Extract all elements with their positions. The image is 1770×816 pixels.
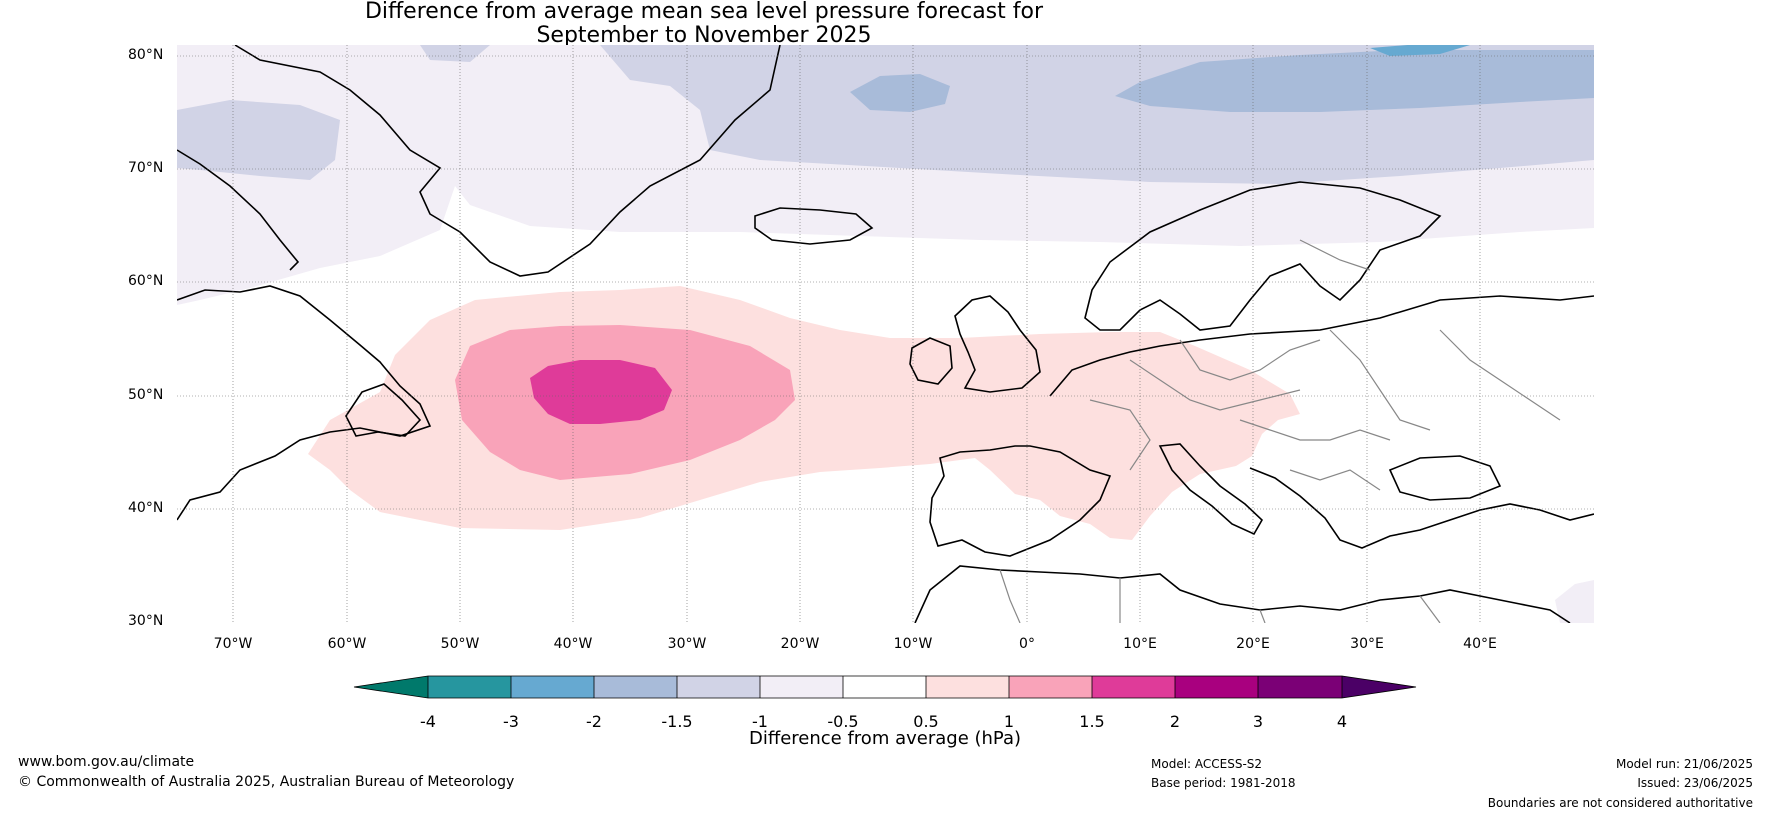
lon-label-30e: 30°E [1350, 636, 1384, 652]
colorbar-bin-10 [1175, 676, 1258, 698]
colorbar-label: -1.5 [661, 712, 693, 731]
title-line-2: September to November 2025 [536, 23, 872, 48]
coastline-ireland [909, 337, 953, 385]
colorbar-bin-6 [843, 676, 926, 698]
colorbar-extend-low [354, 676, 428, 698]
lon-label-30w: 30°W [667, 636, 707, 652]
colorbar-label: 1 [1003, 712, 1015, 731]
border-segment [1239, 419, 1391, 441]
coastline-europe-west [1049, 295, 1594, 397]
border-segment [1419, 595, 1441, 623]
coastline-baffin [177, 149, 300, 271]
graticule [177, 45, 1594, 623]
lat-label-80n: 80°N [128, 47, 164, 63]
lon-label-40w: 40°W [553, 636, 593, 652]
anomaly-region-negative-weak-southeast [1555, 580, 1594, 623]
colorbar-label: -4 [420, 712, 436, 731]
colorbar-extend-high [1342, 676, 1416, 698]
coastline-africa [914, 565, 1571, 623]
colorbar-bin-7 [926, 676, 1009, 698]
lat-label-60n: 60°N [128, 273, 164, 289]
model-text: Model: ACCESS-S2 [1151, 757, 1263, 771]
anomaly-region-negative-strong-2 [850, 74, 950, 112]
anomaly-region-negative-strongest [1370, 45, 1470, 56]
model-run-text: Model run: 21/06/2025 [1615, 757, 1753, 771]
border-segment [1329, 329, 1431, 431]
map-title: Difference from average mean sea level p… [0, 0, 1408, 48]
coastline-scandinavia [1084, 181, 1442, 331]
coastline-iceland [754, 207, 874, 245]
border-segment [1129, 359, 1301, 411]
lon-label-50w: 50°W [440, 636, 480, 652]
map-field [177, 45, 1594, 623]
title-line-1: Difference from average mean sea level p… [364, 0, 1044, 24]
lon-label-70w: 70°W [213, 636, 253, 652]
colorbar-bin-9 [1092, 676, 1175, 698]
lon-label-20w: 20°W [780, 636, 820, 652]
colorbar-label: 3 [1252, 712, 1264, 731]
coastline-balkans [1249, 467, 1594, 549]
coastlines [177, 45, 1594, 623]
coastline-newfoundland [345, 383, 422, 437]
country-borders [999, 239, 1561, 623]
colorbar-ticks [427, 676, 1343, 698]
colorbar-bin-3 [594, 676, 677, 698]
colorbar [353, 675, 1417, 699]
copyright-text: © Commonwealth of Australia 2025, Austra… [18, 774, 515, 790]
colorbar-label: 0.5 [913, 712, 939, 731]
anomaly-region-negative-moderate-west [177, 100, 340, 180]
colorbar-label: -3 [503, 712, 519, 731]
lat-label-40n: 40°N [128, 500, 164, 516]
colorbar-bin-11 [1258, 676, 1342, 698]
colorbar-bin-2 [511, 676, 594, 698]
coastline-italy [1158, 443, 1264, 536]
border-segment [1299, 239, 1371, 271]
disclaimer-text: Boundaries are not considered authoritat… [1487, 796, 1753, 810]
base-period-text: Base period: 1981-2018 [1151, 776, 1296, 790]
border-segment [1259, 609, 1266, 623]
anomaly-region-positive-strong [530, 360, 672, 424]
coastline-labrador [177, 285, 432, 521]
lon-label-20e: 20°E [1236, 636, 1270, 652]
website-link[interactable]: www.bom.gov.au/climate [18, 754, 195, 770]
colorbar-label: 1.5 [1079, 712, 1105, 731]
colorbar-label: -0.5 [827, 712, 859, 731]
lon-label-10e: 10°E [1123, 636, 1157, 652]
anomaly-region-negative-strong [1115, 50, 1594, 112]
colorbar-bin-5 [760, 676, 843, 698]
coastline-black-sea [1388, 455, 1502, 501]
colorbar-title: Difference from average (hPa) [748, 728, 1022, 749]
border-segment [1089, 399, 1151, 471]
lon-label-60w: 60°W [327, 636, 367, 652]
lon-label-0: 0° [1019, 636, 1035, 652]
coastline-britain [954, 295, 1041, 393]
border-segment [1439, 329, 1561, 421]
border-segment [1179, 339, 1321, 381]
colorbar-label: -1 [752, 712, 768, 731]
colorbar-label: 4 [1336, 712, 1348, 731]
lat-label-70n: 70°N [128, 160, 164, 176]
border-segment [1289, 469, 1381, 491]
lon-label-40e: 40°E [1463, 636, 1497, 652]
anomaly-region-negative-moderate-greenland [420, 45, 490, 62]
colorbar-label: -2 [586, 712, 602, 731]
colorbar-bin-1 [428, 676, 511, 698]
coastline-greenland [234, 45, 781, 277]
issued-text: Issued: 23/06/2025 [1637, 776, 1753, 790]
lat-label-50n: 50°N [128, 387, 164, 403]
border-segment [999, 569, 1021, 623]
colorbar-label: 2 [1169, 712, 1181, 731]
lon-label-10w: 10°W [893, 636, 933, 652]
coastline-iberia [929, 445, 1112, 557]
colorbar-bin-8 [1009, 676, 1092, 698]
colorbar-bin-4 [677, 676, 760, 698]
lat-label-30n: 30°N [128, 613, 164, 629]
